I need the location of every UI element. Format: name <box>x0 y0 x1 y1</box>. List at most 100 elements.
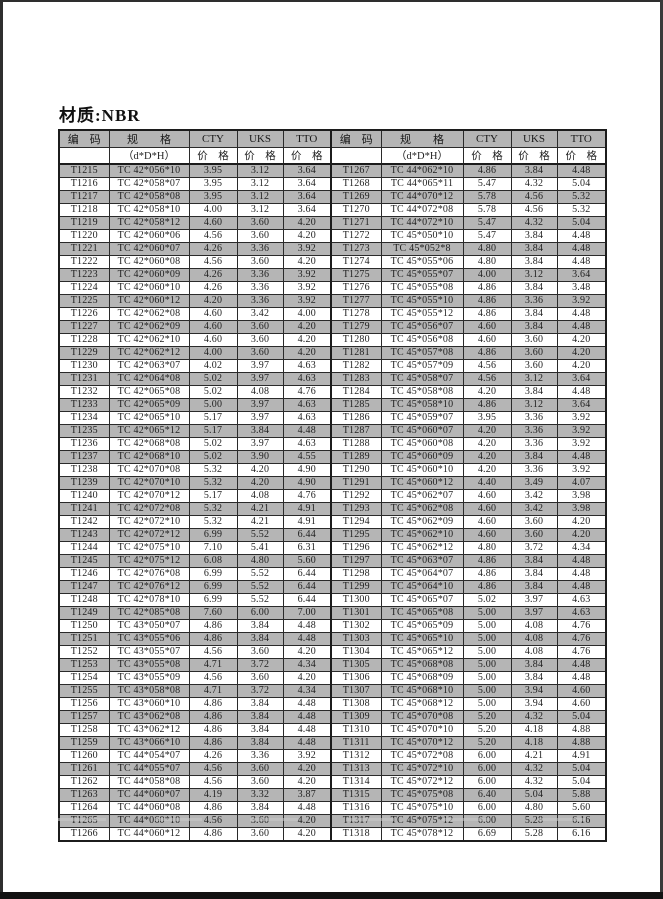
price-cell: 4.48 <box>282 801 332 815</box>
price-cell: 4.48 <box>556 255 607 269</box>
col-subheader-price: 价 格 <box>462 147 512 165</box>
spec-cell: TC 45*055*12 <box>380 307 464 321</box>
price-cell: 5.00 <box>462 697 512 711</box>
table-row: T1221 TC 42*060*07 4.26 3.36 3.92 T1273 TC 45*… <box>58 242 607 256</box>
price-cell: 4.60 <box>462 333 512 347</box>
price-cell: 4.91 <box>282 515 332 529</box>
price-cell: 4.34 <box>282 658 332 672</box>
code-cell: T1230 <box>58 359 110 373</box>
code-cell: T1254 <box>58 671 110 685</box>
price-cell: 4.48 <box>556 450 607 464</box>
price-cell: 4.20 <box>282 333 332 347</box>
price-cell: 3.60 <box>510 528 558 542</box>
price-cell: 5.52 <box>236 528 284 542</box>
spec-cell: TC 45*062*09 <box>380 515 464 529</box>
code-cell: T1263 <box>58 788 110 802</box>
spec-cell: TC 45*060*07 <box>380 424 464 438</box>
scan-border-left <box>0 0 3 899</box>
spec-cell: TC 45*072*10 <box>380 762 464 776</box>
price-cell: 6.00 <box>236 606 284 620</box>
code-cell: T1220 <box>58 229 110 243</box>
price-cell: 6.99 <box>188 593 238 607</box>
price-cell: 3.92 <box>556 424 607 438</box>
spec-cell: TC 44*055*07 <box>108 762 190 776</box>
spec-cell: TC 45*062*10 <box>380 528 464 542</box>
price-cell: 3.60 <box>510 333 558 347</box>
page-title: 材质:NBR <box>59 106 141 125</box>
price-cell: 4.56 <box>188 255 238 269</box>
price-cell: 3.92 <box>556 463 607 477</box>
price-cell: 3.36 <box>236 294 284 308</box>
spec-cell: TC 45*050*10 <box>380 229 464 243</box>
code-cell: T1244 <box>58 541 110 555</box>
code-cell: T1215 <box>58 163 110 178</box>
price-cell: 3.84 <box>236 723 284 737</box>
code-cell: T1226 <box>58 307 110 321</box>
price-cell: 4.56 <box>188 229 238 243</box>
price-cell: 3.60 <box>236 229 284 243</box>
price-cell: 5.00 <box>462 671 512 685</box>
price-cell: 4.20 <box>282 827 332 842</box>
code-cell: T1235 <box>58 424 110 438</box>
spec-cell: TC 42*062*10 <box>108 333 190 347</box>
price-cell: 5.00 <box>188 398 238 412</box>
price-cell: 4.20 <box>282 255 332 269</box>
price-cell: 3.97 <box>510 606 558 620</box>
spec-cell: TC 45*075*10 <box>380 801 464 815</box>
spec-cell: TC 45*065*08 <box>380 606 464 620</box>
code-cell: T1276 <box>330 281 382 295</box>
table-row: T1241 TC 42*072*08 5.32 4.21 4.91 T1293 TC 45*… <box>58 502 607 516</box>
code-cell: T1248 <box>58 593 110 607</box>
spec-cell: TC 44*065*11 <box>380 177 464 191</box>
price-cell: 4.90 <box>282 463 332 477</box>
price-cell: 3.60 <box>510 359 558 373</box>
col-header-spec: 规 格 <box>380 129 464 148</box>
price-cell: 3.36 <box>236 281 284 295</box>
spec-cell: TC 44*072*08 <box>380 203 464 217</box>
price-cell: 4.20 <box>282 814 332 828</box>
spec-cell: TC 44*054*07 <box>108 749 190 763</box>
price-cell: 3.92 <box>556 437 607 451</box>
price-cell: 4.56 <box>462 372 512 386</box>
price-cell: 5.32 <box>188 463 238 477</box>
price-cell: 4.32 <box>510 177 558 191</box>
price-cell: 4.20 <box>462 385 512 399</box>
code-cell: T1256 <box>58 697 110 711</box>
spec-cell: TC 45*060*10 <box>380 463 464 477</box>
price-cell: 4.48 <box>282 710 332 724</box>
table-row: T1217 TC 42*058*08 3.95 3.12 3.64 T1269 TC 44*… <box>58 190 607 204</box>
table-row: T1256 TC 43*060*10 4.86 3.84 4.48 T1308 TC 45*… <box>58 697 607 711</box>
price-cell: 3.60 <box>236 346 284 360</box>
spec-cell: TC 42*056*10 <box>108 163 190 178</box>
price-cell: 5.78 <box>462 203 512 217</box>
spec-cell: TC 42*070*10 <box>108 476 190 490</box>
price-cell: 4.86 <box>462 554 512 568</box>
table-row: T1245 TC 42*075*12 6.08 4.80 5.60 T1297 TC 45*… <box>58 554 607 568</box>
price-cell: 4.63 <box>556 606 607 620</box>
table-row: T1229 TC 42*062*12 4.00 3.60 4.20 T1281 TC 45*… <box>58 346 607 360</box>
price-cell: 6.16 <box>556 827 607 842</box>
code-cell: T1291 <box>330 476 382 490</box>
price-cell: 4.56 <box>188 671 238 685</box>
code-cell: T1283 <box>330 372 382 386</box>
spec-cell: TC 45*055*06 <box>380 255 464 269</box>
price-cell: 4.34 <box>282 684 332 698</box>
price-cell: 4.20 <box>282 775 332 789</box>
price-cell: 4.80 <box>236 554 284 568</box>
spec-cell: TC 45*062*12 <box>380 541 464 555</box>
price-cell: 3.60 <box>510 515 558 529</box>
col-header-cty: CTY <box>188 129 238 148</box>
price-cell: 3.92 <box>556 294 607 308</box>
code-cell: T1224 <box>58 281 110 295</box>
price-cell: 5.00 <box>462 645 512 659</box>
spec-cell: TC 44*060*12 <box>108 827 190 842</box>
code-cell: T1290 <box>330 463 382 477</box>
spec-cell: TC 44*060*08 <box>108 801 190 815</box>
spec-cell: TC 42*058*12 <box>108 216 190 230</box>
table-row: T1230 TC 42*063*07 4.02 3.97 4.63 T1282 TC 45*… <box>58 359 607 373</box>
code-cell: T1285 <box>330 398 382 412</box>
price-cell: 4.63 <box>282 398 332 412</box>
price-cell: 5.47 <box>462 216 512 230</box>
spec-cell: TC 42*076*12 <box>108 580 190 594</box>
price-cell: 5.88 <box>556 788 607 802</box>
